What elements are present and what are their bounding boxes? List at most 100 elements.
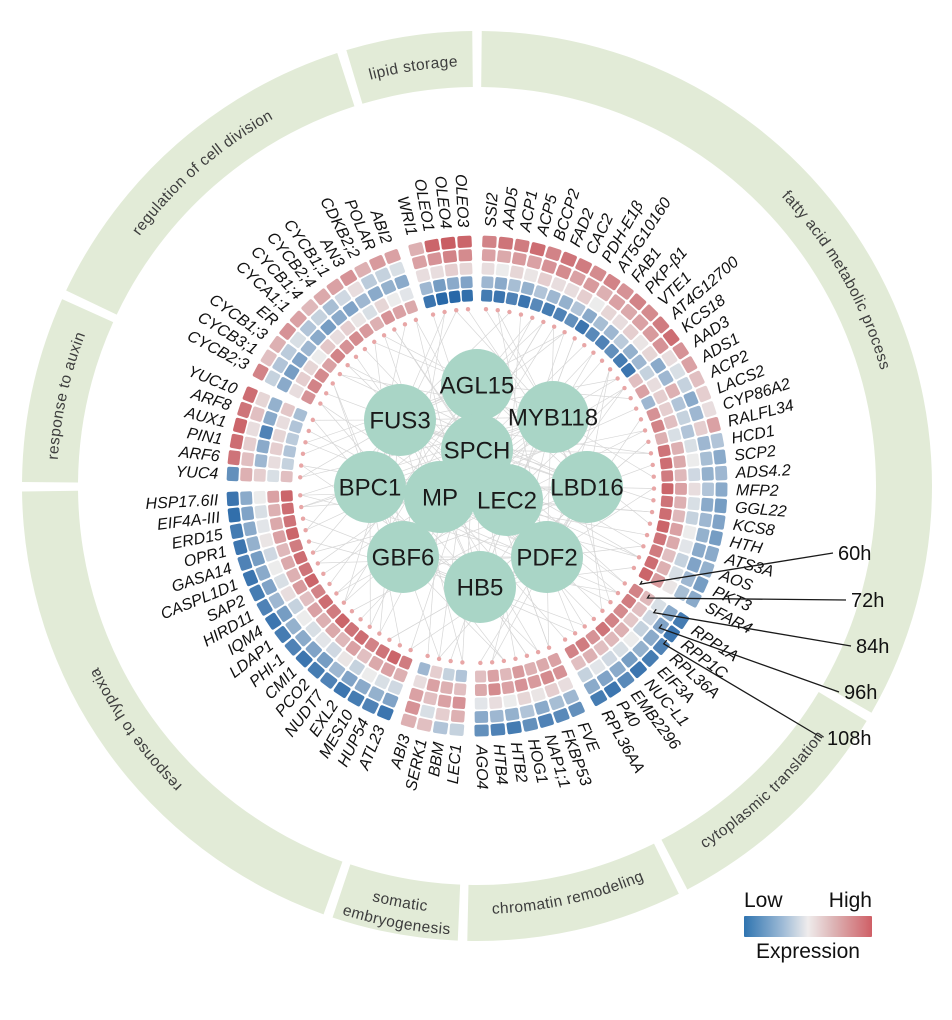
heatmap-cell: [283, 515, 297, 528]
edge-endpoint-dot: [298, 463, 304, 468]
heatmap-cell: [435, 292, 449, 306]
heatmap-cell: [446, 277, 460, 290]
heatmap-cell: [564, 282, 580, 298]
heatmap-cell: [265, 612, 282, 630]
heatmap-cell: [560, 251, 577, 267]
heatmap-cell: [374, 298, 389, 313]
heatmap-cell: [489, 709, 504, 723]
tf-node-label: BPC1: [339, 474, 402, 501]
heatmap-cell: [614, 622, 630, 638]
heatmap-cell: [296, 610, 312, 626]
heatmap-cell: [563, 689, 579, 705]
process-arc: [22, 299, 114, 483]
heatmap-cell: [267, 469, 280, 483]
heatmap-cell: [621, 594, 636, 609]
heatmap-cell: [688, 482, 701, 496]
heatmap-cell: [674, 584, 690, 601]
edge-endpoint-dot: [615, 376, 620, 381]
edge-endpoint-dot: [362, 346, 368, 352]
heatmap-cell: [691, 542, 706, 558]
heatmap-cell: [386, 292, 402, 307]
heatmap-cell: [417, 662, 431, 676]
edge-endpoint-dot: [397, 643, 403, 648]
heatmap-cell: [544, 682, 560, 698]
heatmap-cell: [387, 680, 403, 695]
edge-endpoint-dot: [646, 439, 651, 444]
heatmap-cell: [300, 320, 317, 337]
heatmap-cell: [259, 533, 274, 548]
heatmap-cell: [653, 532, 667, 546]
heatmap-cell: [292, 352, 308, 368]
heatmap-cell: [642, 346, 658, 362]
timepoint-leader-line: [652, 608, 852, 647]
heatmap-cell: [460, 276, 473, 289]
heatmap-cell: [612, 641, 629, 658]
heatmap-cell: [435, 707, 450, 721]
heatmap-cell: [522, 717, 539, 732]
heatmap-cell: [527, 674, 542, 689]
heatmap-cell: [298, 562, 313, 577]
heatmap-cell: [658, 402, 674, 417]
heatmap-cell: [310, 309, 328, 326]
gene-label: PIN1: [186, 425, 224, 448]
heatmap-cell: [666, 535, 680, 550]
heatmap-cell: [430, 265, 445, 279]
heatmap-cell: [498, 236, 514, 250]
heatmap-cell: [541, 259, 557, 274]
edge-endpoint-dot: [513, 656, 518, 661]
heatmap-cell: [280, 470, 293, 483]
heatmap-cell: [552, 665, 568, 680]
edge-endpoint-dot: [582, 624, 587, 629]
tf-node-label: MYB118: [508, 404, 598, 431]
heatmap-cell: [277, 377, 292, 393]
heatmap-cell: [351, 312, 367, 328]
heatmap-cell: [621, 363, 636, 378]
heatmap-cell: [268, 456, 281, 469]
heatmap-cell: [622, 344, 638, 360]
gene-label: OLEO3: [451, 174, 471, 228]
heatmap-cell: [564, 644, 579, 659]
heatmap-cell: [488, 696, 503, 709]
heatmap-cell: [646, 407, 661, 422]
edge-endpoint-dot: [530, 315, 535, 321]
heatmap-cell: [285, 527, 300, 540]
heatmap-cell: [652, 337, 669, 354]
heatmap-cell: [507, 278, 521, 293]
gene-label: YUC4: [175, 464, 219, 483]
heatmap-cell: [501, 681, 515, 695]
heatmap-cell: [474, 670, 487, 683]
heatmap-cell: [604, 343, 619, 359]
heatmap-cell: [540, 670, 555, 685]
heatmap-cell: [603, 324, 619, 340]
heatmap-cell: [651, 419, 665, 433]
heatmap-cell: [325, 622, 341, 638]
tf-node-label: FUS3: [369, 407, 430, 434]
heatmap-cell: [249, 584, 265, 602]
heatmap-cell: [316, 651, 334, 669]
heatmap-cell: [408, 242, 425, 257]
heatmap-cell: [537, 713, 554, 728]
heatmap-cell: [354, 678, 371, 695]
heatmap-cell: [685, 511, 699, 525]
heatmap-cell: [280, 555, 296, 570]
heatmap-cell: [280, 490, 293, 502]
heatmap-cell: [359, 323, 374, 339]
heatmap-cell: [699, 451, 713, 466]
heatmap-cell: [695, 385, 712, 403]
heatmap-cell: [226, 491, 239, 507]
heatmap-cell: [240, 491, 253, 506]
heatmap-cell: [688, 468, 701, 482]
heatmap-cell: [656, 561, 671, 576]
heatmap-cell: [409, 687, 424, 702]
heatmap-cell: [381, 310, 395, 325]
heatmap-cell: [503, 694, 517, 708]
heatmap-cell: [674, 496, 687, 509]
heatmap-cell: [377, 705, 394, 721]
heatmap-cell: [380, 662, 396, 677]
heatmap-cell: [650, 573, 666, 588]
heatmap-cell: [340, 320, 356, 336]
heatmap-cell: [523, 268, 539, 283]
heatmap-cell: [285, 618, 302, 635]
gene-label: HTH: [728, 534, 764, 558]
heatmap-cell: [520, 281, 535, 296]
